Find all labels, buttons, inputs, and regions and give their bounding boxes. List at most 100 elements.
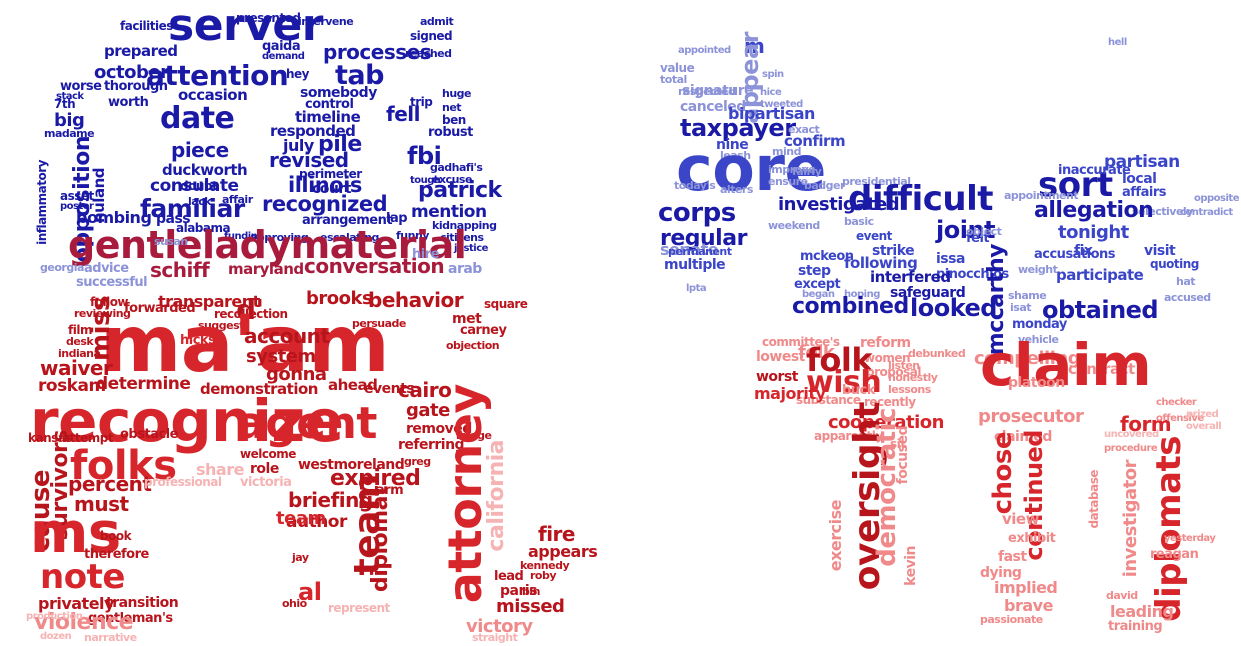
word-committees: committee's (762, 335, 840, 349)
word-indiana: indiana (58, 347, 101, 360)
word-object: object (966, 225, 1002, 238)
word-victoria: victoria (240, 475, 292, 490)
word-conversation: conversation (304, 254, 445, 278)
word-hat: hat (1176, 275, 1196, 288)
word-represent: represent (328, 601, 390, 615)
left-word-cloud: server facilities presented intervene at… (0, 0, 620, 646)
word-participate: participate (1056, 266, 1144, 284)
word-film: film (68, 323, 92, 337)
word-date: date (160, 101, 235, 136)
word-attempt: attempt (62, 431, 114, 445)
word-lap: lap (386, 211, 408, 226)
word-substance: substance (796, 393, 861, 407)
word-strike: strike (872, 243, 915, 259)
word-westmoreland: westmoreland (298, 457, 405, 473)
word-taxpayer: taxpayer (680, 114, 796, 142)
word-basic: basic (844, 215, 874, 228)
word-recognize: recognize (30, 387, 344, 455)
word-excuse: excuse (432, 173, 472, 186)
word-prosecutor: prosecutor (978, 406, 1084, 427)
word-checker: checker (1156, 397, 1197, 408)
word-respected: respected (678, 85, 736, 98)
word-briefing: briefing (288, 488, 373, 512)
word-follow: follow (90, 295, 129, 309)
word-ahead: ahead (328, 376, 378, 394)
word-obstacle: obstacle (120, 427, 178, 442)
word-leash: leash (720, 149, 751, 162)
word-justice: justice (454, 243, 488, 254)
word-database: database (1087, 470, 1101, 529)
word-al: al (298, 578, 322, 606)
word-susan: susan (154, 235, 188, 248)
word-weight: weight (1018, 263, 1058, 276)
word-doubt: doubt (180, 179, 218, 193)
word-arrangement: arrangement (302, 213, 393, 228)
word-attention: attention (146, 59, 289, 92)
word-facilities: facilities (120, 19, 173, 33)
word-worth: worth (108, 95, 149, 110)
word-m: m (744, 34, 765, 58)
word-senate: senate (660, 240, 719, 259)
word-hoping: hoping (844, 289, 880, 300)
word-pass: pass (156, 211, 191, 227)
word-straight: straight (472, 631, 518, 644)
word-somebody: somebody (300, 85, 377, 101)
word-met: met (452, 311, 482, 327)
word-mckeon: mckeon (800, 249, 854, 264)
word-dying: dying (980, 565, 1022, 581)
word-qaida: qaida (262, 39, 301, 54)
word-fairly: fairly (792, 165, 822, 178)
word-weekend: weekend (768, 219, 820, 232)
word-reached: reached (405, 47, 452, 60)
word-suggest: suggest (198, 319, 244, 332)
word-step: step (798, 263, 831, 279)
word-maam: ma'am (100, 300, 390, 390)
word-proposal: proposal (866, 365, 921, 379)
word-partisan: partisan (1104, 152, 1180, 172)
word-funny: funny (396, 229, 429, 242)
word-behavior: behavior (368, 288, 464, 312)
word-intervene: intervene (298, 15, 354, 28)
word-gonna: gonna (266, 364, 327, 385)
word-trip: trip (410, 95, 433, 109)
word-dozen: dozen (40, 631, 72, 642)
word-signed: signed (410, 29, 453, 43)
word-kennedy: kennedy (520, 559, 570, 572)
word-server: server (168, 0, 323, 51)
word-forwarded: forwarded (124, 301, 196, 316)
word-brooks: brooks (306, 288, 373, 309)
word-privately: privately (38, 594, 114, 613)
word-gadhafis: gadhafi's (430, 161, 483, 174)
word-fbi: fbi (407, 142, 442, 170)
word-view: view (1002, 510, 1039, 528)
word-claimed: claimed (994, 429, 1052, 445)
word-contradict: contradict (1180, 207, 1233, 218)
word-role: role (250, 461, 279, 477)
word-madame: madame (44, 127, 95, 140)
word-inaccurate: inaccurate (1058, 163, 1131, 178)
word-patrick: patrick (418, 178, 502, 203)
word-piece: piece (171, 138, 229, 162)
word-violence: violence (34, 610, 134, 635)
word-nuland: nuland (90, 168, 108, 224)
word-nice: nice (760, 87, 782, 98)
word-compelling: compelling (974, 348, 1081, 369)
word-wish: wish (806, 365, 882, 400)
word-reform: reform (860, 335, 911, 351)
word-visit: visit (1144, 243, 1176, 259)
word-production: production (26, 611, 83, 622)
word-alabama: alabama (176, 221, 231, 235)
word-tweeted: tweeted (760, 99, 803, 110)
word-honestly: honestly (888, 371, 938, 384)
word-gentleladymaterial: gentleladymaterial (68, 223, 467, 267)
word-author: author (286, 512, 347, 532)
word-hey: hey (286, 67, 310, 81)
word-stack: stack (56, 91, 84, 102)
word-waiver: waiver (40, 356, 113, 380)
word-platoon: platoon (1008, 375, 1065, 391)
word-looked: looked (910, 294, 997, 322)
word-transparent: transparent (158, 292, 260, 311)
word-percent: percent (68, 472, 152, 496)
word-lessons: lessons (888, 383, 931, 396)
word-carney: carney (460, 323, 507, 338)
